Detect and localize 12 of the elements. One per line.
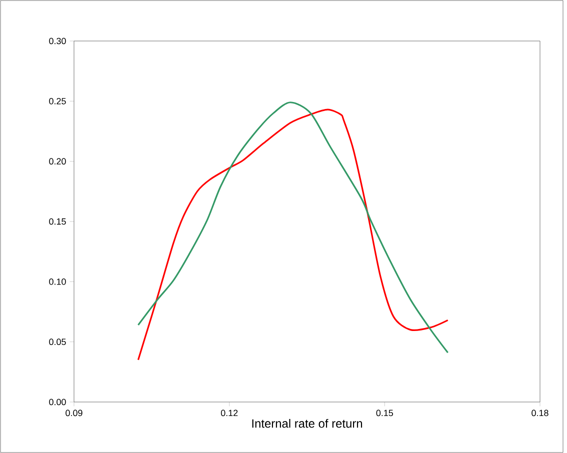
y-tick-label: 0.10 xyxy=(49,278,66,285)
x-axis-title: Internal rate of return xyxy=(252,418,362,428)
y-tick-label: 0.05 xyxy=(49,338,66,346)
y-tick-label: 0.00 xyxy=(49,398,66,406)
y-tick-label: 0.30 xyxy=(49,38,66,44)
x-tick-label: 0.18 xyxy=(532,410,548,416)
y-tick-label: 0.20 xyxy=(49,158,66,165)
y-tick-label: 0.15 xyxy=(49,218,66,225)
x-tick-label: 0.12 xyxy=(220,410,238,416)
x-tick-label: 0.15 xyxy=(376,410,394,416)
x-tick-label: 0.09 xyxy=(66,410,82,416)
y-tick-label: 0.25 xyxy=(49,98,66,104)
